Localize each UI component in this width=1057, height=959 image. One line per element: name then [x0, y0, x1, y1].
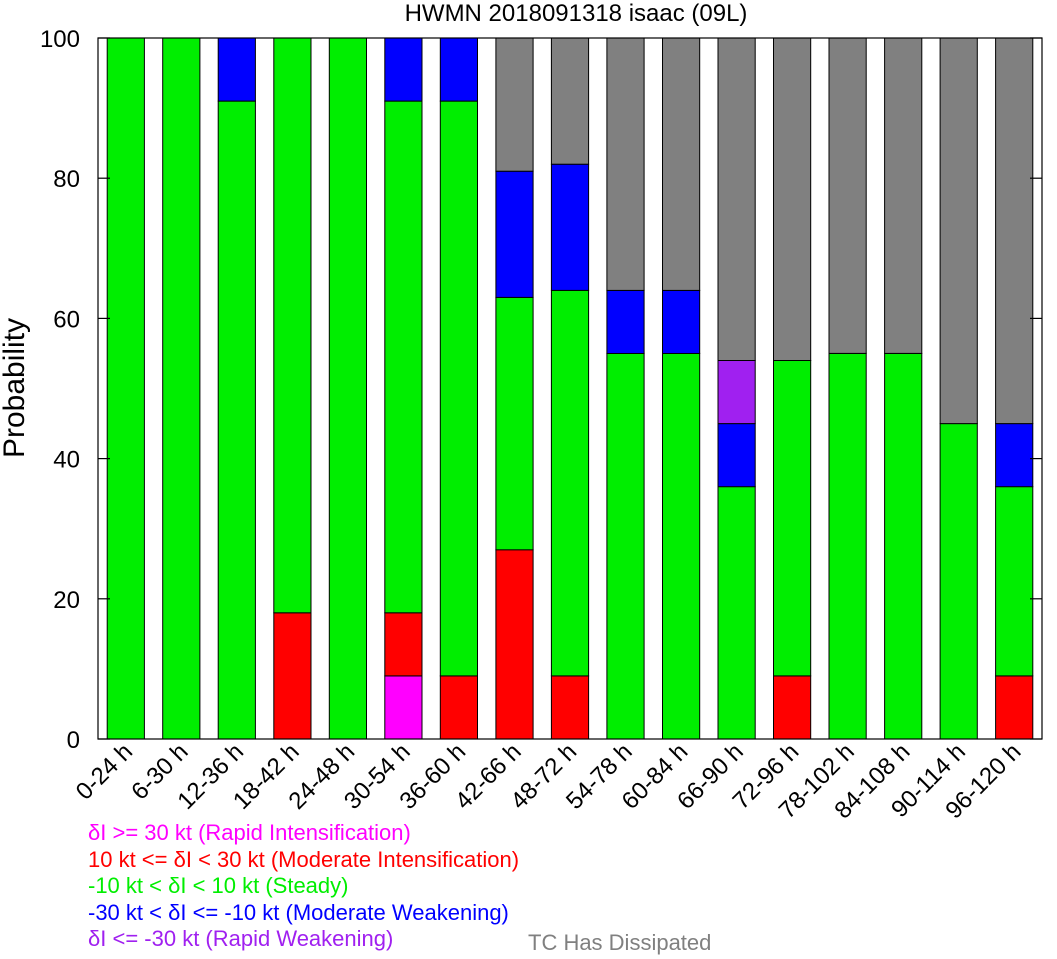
- bar-segment: [273, 612, 312, 740]
- bar-segment: [662, 37, 701, 291]
- y-tick-label: 80: [53, 166, 80, 193]
- bar-segment: [717, 37, 756, 361]
- bar-segment: [939, 37, 978, 425]
- bar-segment: [828, 37, 867, 354]
- bar-segment: [439, 100, 478, 677]
- bar-segment: [217, 37, 256, 102]
- bar-segment: [384, 100, 423, 614]
- legend-rapid-intensification: δI >= 30 kt (Rapid Intensification): [88, 820, 411, 845]
- bar-segment: [884, 37, 923, 354]
- bar-segment: [773, 675, 812, 740]
- bar-segment: [439, 675, 478, 740]
- bar-segment: [662, 352, 701, 740]
- bar-segment: [162, 37, 201, 740]
- bar-segment: [550, 163, 590, 291]
- y-tick-label: 100: [40, 26, 80, 53]
- bar-segment: [273, 37, 312, 614]
- plot-frame: [97, 37, 1043, 740]
- bar-segment: [495, 170, 534, 298]
- legend-moderate-intensification: 10 kt <= δI < 30 kt (Moderate Intensific…: [88, 846, 520, 872]
- bar-segment: [995, 675, 1034, 740]
- chart-title: HWMN 2018091318 isaac (09L): [405, 0, 748, 27]
- bar-segment: [384, 612, 423, 677]
- bar-segment: [995, 423, 1034, 488]
- y-tick-label: 40: [53, 447, 80, 474]
- bar-segment: [828, 352, 867, 740]
- bar-segment: [995, 486, 1034, 677]
- legend-moderate-weakening: -30 kt < δI <= -10 kt (Moderate Weakenin…: [88, 899, 509, 925]
- bar-segment: [884, 352, 923, 740]
- y-tick-label: 0: [67, 727, 80, 754]
- bar-segment: [495, 296, 534, 551]
- bar-segment: [550, 289, 590, 677]
- bar-segment: [939, 423, 978, 740]
- y-tick-label: 60: [53, 306, 80, 333]
- legend-steady: -10 kt < δI < 10 kt (Steady): [88, 873, 349, 898]
- bar-segment: [662, 289, 701, 354]
- bar-segment: [328, 37, 367, 740]
- x-tick-label: 0-24 h: [71, 738, 138, 805]
- legend: δI >= 30 kt (Rapid Intensification) 10 k…: [88, 820, 519, 953]
- bar-segment: [550, 675, 590, 740]
- bar-segment: [550, 37, 590, 165]
- bar-segment: [384, 675, 423, 740]
- bar-segment: [606, 289, 645, 354]
- legend-tc-dissipated: TC Has Dissipated: [528, 930, 712, 955]
- y-tick-label: 20: [53, 587, 80, 614]
- bar-segment: [773, 37, 812, 361]
- bar-segment: [717, 360, 756, 425]
- legend-rapid-weakening: δI <= -30 kt (Rapid Weakening): [88, 926, 394, 951]
- bar-segment: [995, 37, 1034, 425]
- bar-segment: [439, 37, 478, 102]
- bar-segment: [384, 37, 423, 102]
- bar-segment: [495, 549, 534, 740]
- bar-segment: [717, 486, 756, 740]
- bar-segment: [606, 37, 645, 291]
- bar-segment: [495, 37, 534, 172]
- bar-segment: [773, 360, 812, 677]
- bar-segment: [717, 423, 756, 488]
- bar-segment: [106, 37, 145, 740]
- bar-segment: [606, 352, 645, 740]
- bars-layer: [106, 37, 1034, 740]
- y-axis-label: Probability: [0, 318, 31, 458]
- stacked-bar-chart: HWMN 2018091318 isaac (09L) Probability …: [0, 0, 1043, 820]
- bar-segment: [217, 100, 256, 740]
